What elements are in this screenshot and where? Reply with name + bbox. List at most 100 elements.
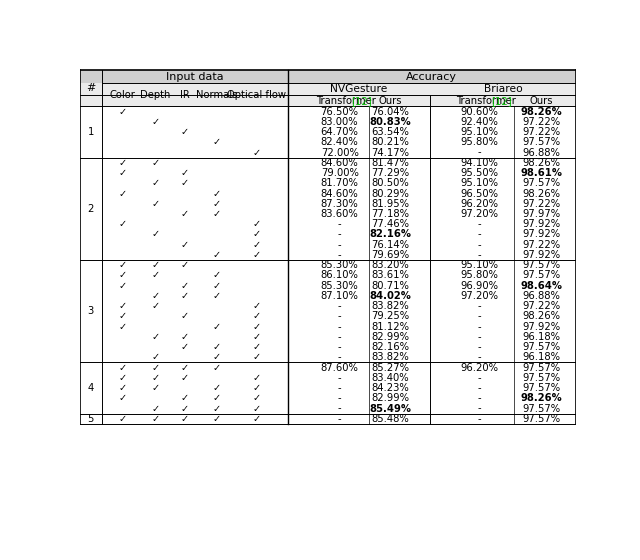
Text: 87.30%: 87.30% [321,199,358,209]
Text: ✓: ✓ [180,342,189,352]
Text: ✓: ✓ [151,158,159,168]
Bar [80,71,576,83]
Text: ✓: ✓ [151,291,159,301]
Text: #: # [86,83,95,94]
Text: ✓: ✓ [212,363,220,372]
Text: 83.61%: 83.61% [371,270,409,281]
Text: 76.14%: 76.14% [371,240,409,250]
Text: 79.69%: 79.69% [371,250,409,260]
Text: 87.10%: 87.10% [321,291,358,301]
Text: 84.02%: 84.02% [369,291,411,301]
Text: ✓: ✓ [118,373,127,383]
Text: 96.88%: 96.88% [522,147,560,157]
Text: ✓: ✓ [151,199,159,209]
Text: 82.16%: 82.16% [371,342,409,352]
Text: 97.92%: 97.92% [522,250,560,260]
Text: 96.18%: 96.18% [522,332,560,342]
Text: 95.80%: 95.80% [460,137,498,147]
Text: -: - [477,147,481,157]
Text: 85.49%: 85.49% [369,404,411,414]
Text: 1: 1 [88,127,94,137]
Text: ✓: ✓ [118,106,127,116]
Text: 80.71%: 80.71% [371,281,409,291]
Text: ✓: ✓ [118,270,127,281]
Text: ✓: ✓ [118,189,127,198]
Text: Normals: Normals [196,90,237,100]
Text: Optical flow: Optical flow [227,90,286,100]
Text: Ours: Ours [378,96,402,106]
Text: -: - [477,373,481,383]
Text: 98.26%: 98.26% [520,106,562,116]
Text: Transformer: Transformer [316,96,380,106]
Text: 95.80%: 95.80% [460,270,498,281]
Text: 96.20%: 96.20% [460,363,498,372]
Text: -: - [477,250,481,260]
Text: 77.46%: 77.46% [371,220,409,229]
Text: ✓: ✓ [180,373,189,383]
Text: 97.22%: 97.22% [522,240,560,250]
Text: ✓: ✓ [212,137,220,147]
Text: 83.60%: 83.60% [321,209,358,219]
Text: ✓: ✓ [151,383,159,393]
Text: IR: IR [180,90,189,100]
Text: Color: Color [109,90,136,100]
Text: 98.64%: 98.64% [520,281,562,291]
Text: ✓: ✓ [253,393,260,403]
Text: 81.12%: 81.12% [371,321,409,332]
Text: ✓: ✓ [180,311,189,321]
Text: NVGesture: NVGesture [330,84,388,94]
Text: -: - [338,393,341,403]
Text: 84.60%: 84.60% [321,189,358,198]
Text: ✓: ✓ [151,414,159,424]
Text: ✓: ✓ [118,363,127,372]
Text: ✓: ✓ [253,404,260,414]
Text: Briareo: Briareo [484,84,522,94]
Text: 85.27%: 85.27% [371,363,409,372]
Text: ✓: ✓ [253,230,260,240]
Text: ✓: ✓ [212,270,220,281]
Bar [80,95,576,106]
Text: -: - [477,414,481,424]
Text: ✓: ✓ [180,127,189,137]
Text: ✓: ✓ [253,321,260,332]
Text: -: - [338,414,341,424]
Text: -: - [477,393,481,403]
Text: ✓: ✓ [253,240,260,250]
Text: 95.10%: 95.10% [460,260,498,270]
Text: 82.16%: 82.16% [369,230,411,240]
Text: ✓: ✓ [253,383,260,393]
Text: ✓: ✓ [180,281,189,291]
Text: ✓: ✓ [180,168,189,178]
Text: ✓: ✓ [212,291,220,301]
Text: ✓: ✓ [151,332,159,342]
Text: 64.70%: 64.70% [321,127,358,137]
Text: 63.54%: 63.54% [371,127,409,137]
Text: ✓: ✓ [151,301,159,311]
Text: 96.20%: 96.20% [460,199,498,209]
Text: -: - [338,240,341,250]
Text: ✓: ✓ [253,373,260,383]
Text: 97.57%: 97.57% [522,373,560,383]
Text: -: - [477,321,481,332]
Text: 80.83%: 80.83% [369,117,411,127]
Text: ✓: ✓ [253,352,260,362]
Text: -: - [477,342,481,352]
Text: ✓: ✓ [180,291,189,301]
Text: 97.57%: 97.57% [522,383,560,393]
Text: ✓: ✓ [118,220,127,229]
Text: 95.10%: 95.10% [460,127,498,137]
Text: 94.10%: 94.10% [460,158,498,168]
Text: Transformer: Transformer [456,96,519,106]
Text: ✓: ✓ [212,250,220,260]
Text: -: - [477,352,481,362]
Bar [80,83,576,95]
Text: 80.50%: 80.50% [371,178,409,188]
Text: 2: 2 [88,204,94,214]
Text: ✓: ✓ [118,260,127,270]
Text: 77.29%: 77.29% [371,168,409,178]
Text: 97.57%: 97.57% [522,178,560,188]
Text: -: - [338,373,341,383]
Text: ✓: ✓ [212,189,220,198]
Text: 83.82%: 83.82% [371,352,409,362]
Text: 83.40%: 83.40% [371,373,409,383]
